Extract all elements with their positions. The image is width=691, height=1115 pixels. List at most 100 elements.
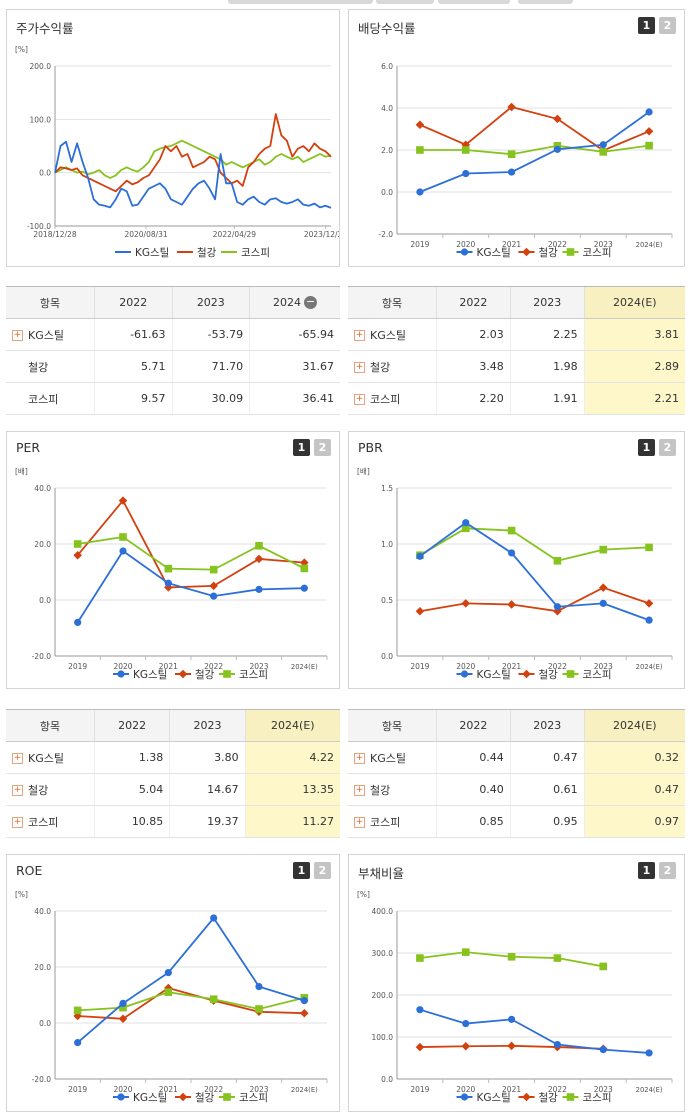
- legend-label: 코스피: [239, 669, 268, 681]
- row-name-label: 코스피: [370, 815, 401, 829]
- value-cell: 5.71: [94, 350, 173, 383]
- column-header-year: 2022: [436, 709, 511, 742]
- legend-label: KG스틸: [133, 668, 167, 681]
- data-point: [507, 1041, 516, 1051]
- series-kg: [416, 108, 653, 196]
- column-header-item: 항목: [348, 286, 437, 319]
- data-point: [553, 1040, 562, 1049]
- expand-plus-icon[interactable]: +: [354, 330, 365, 341]
- data-point: [461, 524, 470, 533]
- expand-plus-icon[interactable]: +: [354, 753, 365, 764]
- column-header-label: 항목: [39, 719, 61, 733]
- data-point: [462, 519, 470, 527]
- legend-item-steel: 철강: [175, 669, 215, 681]
- pbr-panel: PBR 1 2 [배] 1.5 1.0 0.5 0.0 2019 2020 2021 2022 2…: [348, 431, 685, 689]
- legend-item-kg: KG스틸: [456, 668, 511, 681]
- data-point: [164, 988, 173, 996]
- page-button-1[interactable]: 1: [638, 439, 655, 456]
- top-tab-1[interactable]: [228, 0, 373, 4]
- data-point: [74, 618, 82, 626]
- column-header-label: 2024(E): [613, 296, 657, 309]
- y-tick-label: 4.0: [381, 104, 393, 113]
- value-cell: 0.44: [436, 741, 511, 774]
- table-row: + KG스틸 2.03 2.25 3.81: [348, 318, 685, 351]
- table-row: + 철강 3.48 1.98 2.89: [348, 350, 685, 383]
- data-point: [73, 550, 82, 560]
- expand-plus-icon[interactable]: +: [354, 362, 365, 373]
- expand-plus-icon[interactable]: +: [12, 785, 23, 796]
- legend-item-kospi: 코스피: [562, 669, 611, 681]
- data-point: [507, 526, 516, 535]
- legend-item-kospi: 코스피: [219, 669, 268, 681]
- x-tick-label: 2019: [410, 662, 429, 671]
- series-line: [77, 987, 305, 1020]
- data-point: [209, 995, 218, 1003]
- data-point: [119, 999, 127, 1007]
- series-kg: [416, 519, 653, 624]
- page-button-2[interactable]: 2: [659, 862, 676, 879]
- expand-plus-icon[interactable]: +: [12, 330, 23, 341]
- page-button-1[interactable]: 1: [638, 862, 655, 879]
- series-kg: [416, 1006, 653, 1057]
- page-button-1[interactable]: 1: [638, 17, 655, 34]
- page-button-1[interactable]: 1: [293, 862, 310, 879]
- x-tick-label: 2023: [249, 1085, 268, 1094]
- top-tab-4[interactable]: [518, 0, 573, 4]
- expand-plus-icon[interactable]: +: [12, 753, 23, 764]
- column-header-item: 항목: [6, 709, 95, 742]
- data-point: [255, 1005, 263, 1013]
- pbr-chart: [배] 1.5 1.0 0.5 0.0 2019 2020 2021 2022 2023 2024(…: [357, 467, 673, 681]
- page-button-2[interactable]: 2: [314, 439, 331, 456]
- row-name-cell: + 코스피: [6, 805, 95, 838]
- data-point: [507, 549, 516, 557]
- data-point: [210, 914, 218, 922]
- page-button-2[interactable]: 2: [659, 439, 676, 456]
- row-name-label: KG스틸: [28, 751, 64, 765]
- data-point: [645, 543, 653, 552]
- expand-plus-icon[interactable]: +: [12, 817, 23, 828]
- x-tick-label: 2021: [159, 1085, 178, 1094]
- value-cell: 9.57: [94, 382, 173, 415]
- y-tick-label: 100.0: [30, 115, 52, 124]
- column-header-label: 2023: [193, 719, 222, 732]
- data-point: [599, 141, 607, 149]
- legend-label: 철강: [539, 1092, 559, 1104]
- row-name-cell: + 철강: [6, 773, 95, 806]
- data-point: [599, 583, 608, 592]
- series-steel: [73, 983, 309, 1024]
- dividend-yield-table: 항목 2022 2023 2024(E) + KG스틸 2.03 2.25 3.81 + 철강 3.4…: [348, 286, 685, 415]
- y-tick-label: 0.5: [381, 596, 393, 605]
- value-cell: 2.03: [436, 318, 511, 351]
- series-line: [419, 1008, 650, 1054]
- page-buttons: 1 2: [638, 439, 676, 456]
- top-tab-3[interactable]: [438, 0, 510, 4]
- top-tab-2[interactable]: [376, 0, 434, 4]
- legend-swatch-marker: [522, 247, 531, 257]
- panel-header: ROE 1 2: [7, 855, 339, 885]
- legend-swatch-marker: [178, 669, 188, 679]
- value-cell: 3.80: [169, 741, 246, 774]
- data-point: [119, 1003, 127, 1012]
- value-cell: -53.79: [171, 318, 250, 351]
- panel-header: PBR 1 2: [349, 432, 684, 462]
- expand-plus-icon[interactable]: +: [354, 817, 365, 828]
- page-button-2[interactable]: 2: [659, 17, 676, 34]
- expand-plus-icon[interactable]: +: [354, 394, 365, 405]
- column-header-year: 2024(E): [244, 709, 340, 742]
- expand-plus-icon[interactable]: +: [354, 785, 365, 796]
- series-kg-line: [54, 140, 332, 209]
- data-point: [415, 120, 425, 130]
- collapse-minus-icon[interactable]: −: [304, 295, 318, 310]
- debt-ratio-chart: [%]400.0 300.0 200.0 100.0 0.0 2019 2020 2021 20…: [357, 890, 673, 1104]
- page-button-1[interactable]: 1: [293, 439, 310, 456]
- data-point: [645, 141, 653, 150]
- y-tick-label: 300.0: [372, 949, 394, 958]
- x-tick-label: 2023: [249, 662, 268, 671]
- column-header-year: 2023: [169, 709, 246, 742]
- data-point: [507, 600, 516, 609]
- data-point: [209, 565, 218, 574]
- data-point: [73, 540, 82, 548]
- legend-label: 철강: [195, 1092, 215, 1104]
- page-button-2[interactable]: 2: [314, 862, 331, 879]
- x-tick-label: 2023: [594, 1085, 613, 1094]
